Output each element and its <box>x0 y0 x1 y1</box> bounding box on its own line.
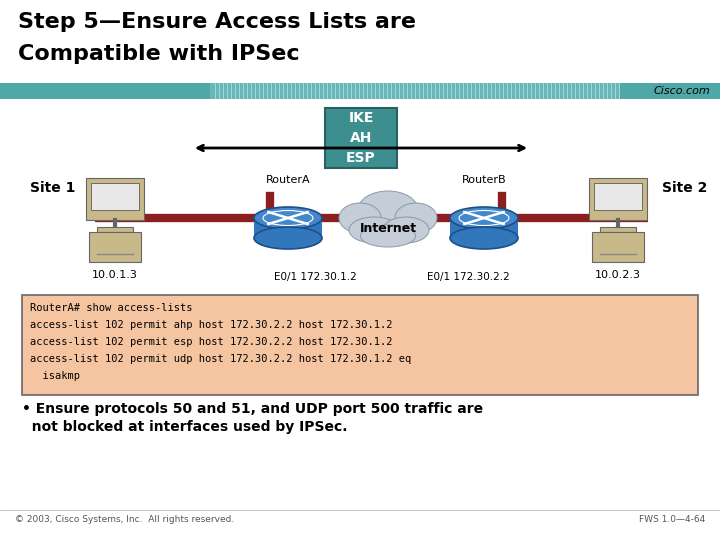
Ellipse shape <box>254 207 322 229</box>
Bar <box>254 218 322 238</box>
Bar <box>86 178 144 220</box>
Text: 10.0.1.3: 10.0.1.3 <box>92 270 138 280</box>
Text: E0/1 172.30.2.2: E0/1 172.30.2.2 <box>427 272 509 282</box>
Text: not blocked at interfaces used by IPSec.: not blocked at interfaces used by IPSec. <box>22 420 348 434</box>
Bar <box>22 295 698 395</box>
Text: Internet: Internet <box>359 221 417 234</box>
Text: 10.0.2.3: 10.0.2.3 <box>595 270 641 280</box>
Bar <box>89 232 141 262</box>
Bar <box>589 178 647 220</box>
Bar <box>91 183 139 210</box>
Bar <box>450 218 518 238</box>
Text: isakmp: isakmp <box>30 371 80 381</box>
Bar <box>97 227 133 232</box>
Ellipse shape <box>361 225 415 247</box>
Bar <box>592 232 644 262</box>
Text: RouterA# show access-lists: RouterA# show access-lists <box>30 303 192 313</box>
Ellipse shape <box>450 227 518 249</box>
Text: IKE
AH
ESP: IKE AH ESP <box>346 111 376 165</box>
Text: RouterA: RouterA <box>266 175 310 185</box>
Ellipse shape <box>339 203 381 233</box>
Text: • Ensure protocols 50 and 51, and UDP port 500 traffic are: • Ensure protocols 50 and 51, and UDP po… <box>22 402 483 416</box>
Text: © 2003, Cisco Systems, Inc.  All rights reserved.: © 2003, Cisco Systems, Inc. All rights r… <box>15 516 234 524</box>
Ellipse shape <box>349 217 399 243</box>
Text: Site 1: Site 1 <box>30 181 76 195</box>
Ellipse shape <box>383 217 429 243</box>
Text: access-list 102 permit udp host 172.30.2.2 host 172.30.1.2 eq: access-list 102 permit udp host 172.30.2… <box>30 354 411 364</box>
Text: Cisco.com: Cisco.com <box>653 86 710 96</box>
Ellipse shape <box>254 227 322 249</box>
Bar <box>0 83 720 99</box>
Text: E0/1 172.30.1.2: E0/1 172.30.1.2 <box>274 272 356 282</box>
Text: Compatible with IPSec: Compatible with IPSec <box>18 44 300 64</box>
Bar <box>594 183 642 210</box>
Bar <box>600 227 636 232</box>
Text: access-list 102 permit ahp host 172.30.2.2 host 172.30.1.2: access-list 102 permit ahp host 172.30.2… <box>30 320 392 330</box>
Text: Step 5—Ensure Access Lists are: Step 5—Ensure Access Lists are <box>18 12 416 32</box>
Text: access-list 102 permit esp host 172.30.2.2 host 172.30.1.2: access-list 102 permit esp host 172.30.2… <box>30 337 392 347</box>
Bar <box>325 108 397 168</box>
Text: Site 2: Site 2 <box>662 181 707 195</box>
Ellipse shape <box>358 191 418 229</box>
Text: FWS 1.0—4-64: FWS 1.0—4-64 <box>639 516 705 524</box>
Ellipse shape <box>395 203 437 233</box>
Ellipse shape <box>450 207 518 229</box>
Text: RouterB: RouterB <box>462 175 506 185</box>
Bar <box>210 83 620 99</box>
